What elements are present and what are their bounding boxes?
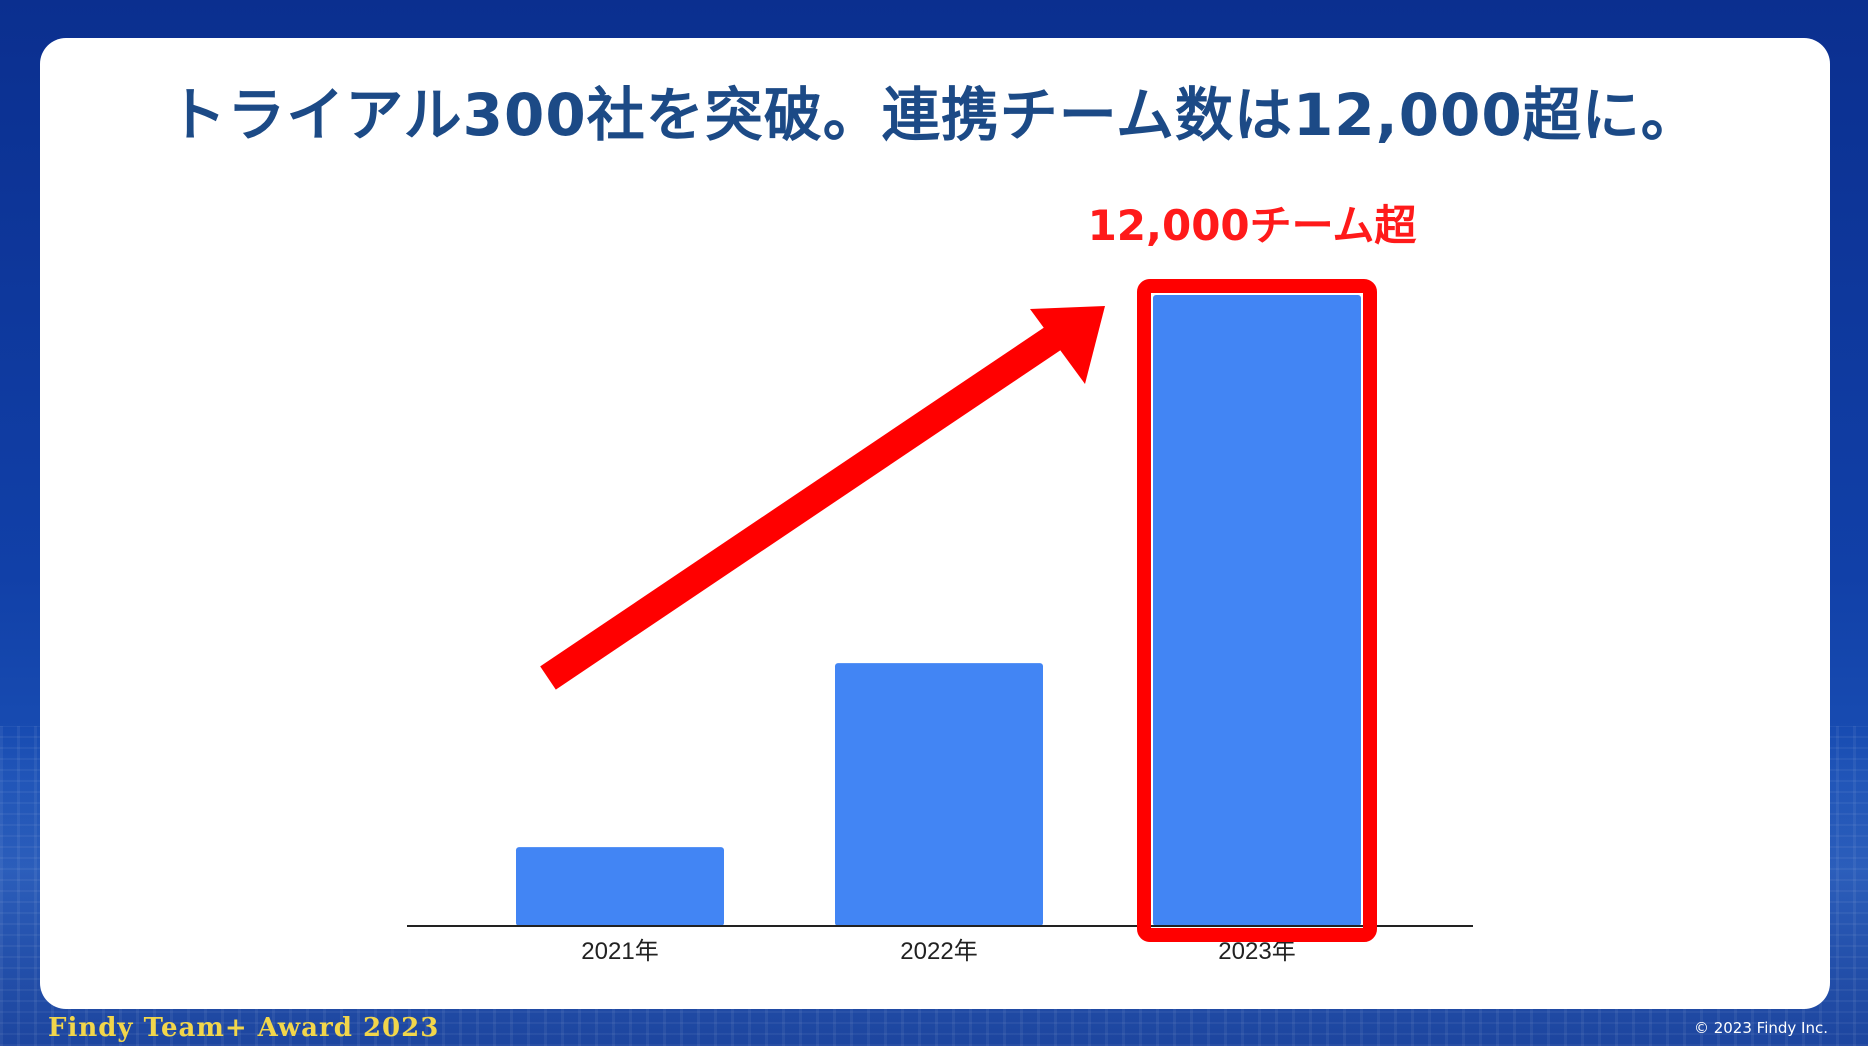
- tick-labels-group: 2021年 2022年 2023年: [581, 938, 1295, 965]
- bar-2023年: [1153, 295, 1361, 926]
- bars-group: [516, 295, 1361, 926]
- trend-arrow: [540, 306, 1105, 690]
- slide-title: トライアル300社を突破。連携チーム数は12,000超に。: [168, 81, 1700, 149]
- footer-brand: Findy Team+ Award 2023: [48, 1013, 440, 1043]
- annotation-label: 12,000チーム超: [1088, 201, 1418, 250]
- tick-label-2021年: 2021年: [581, 938, 658, 965]
- tick-label-2022年: 2022年: [900, 938, 977, 965]
- bar-2022年: [835, 663, 1043, 926]
- trend-arrow-shaft: [540, 323, 1066, 690]
- footer-copyright: © 2023 Findy Inc.: [1693, 1019, 1828, 1037]
- trend-arrow-head: [1030, 306, 1105, 384]
- bar-2021年: [516, 847, 724, 926]
- tick-label-2023年: 2023年: [1218, 938, 1295, 965]
- highlight-box-2023: [1137, 279, 1377, 942]
